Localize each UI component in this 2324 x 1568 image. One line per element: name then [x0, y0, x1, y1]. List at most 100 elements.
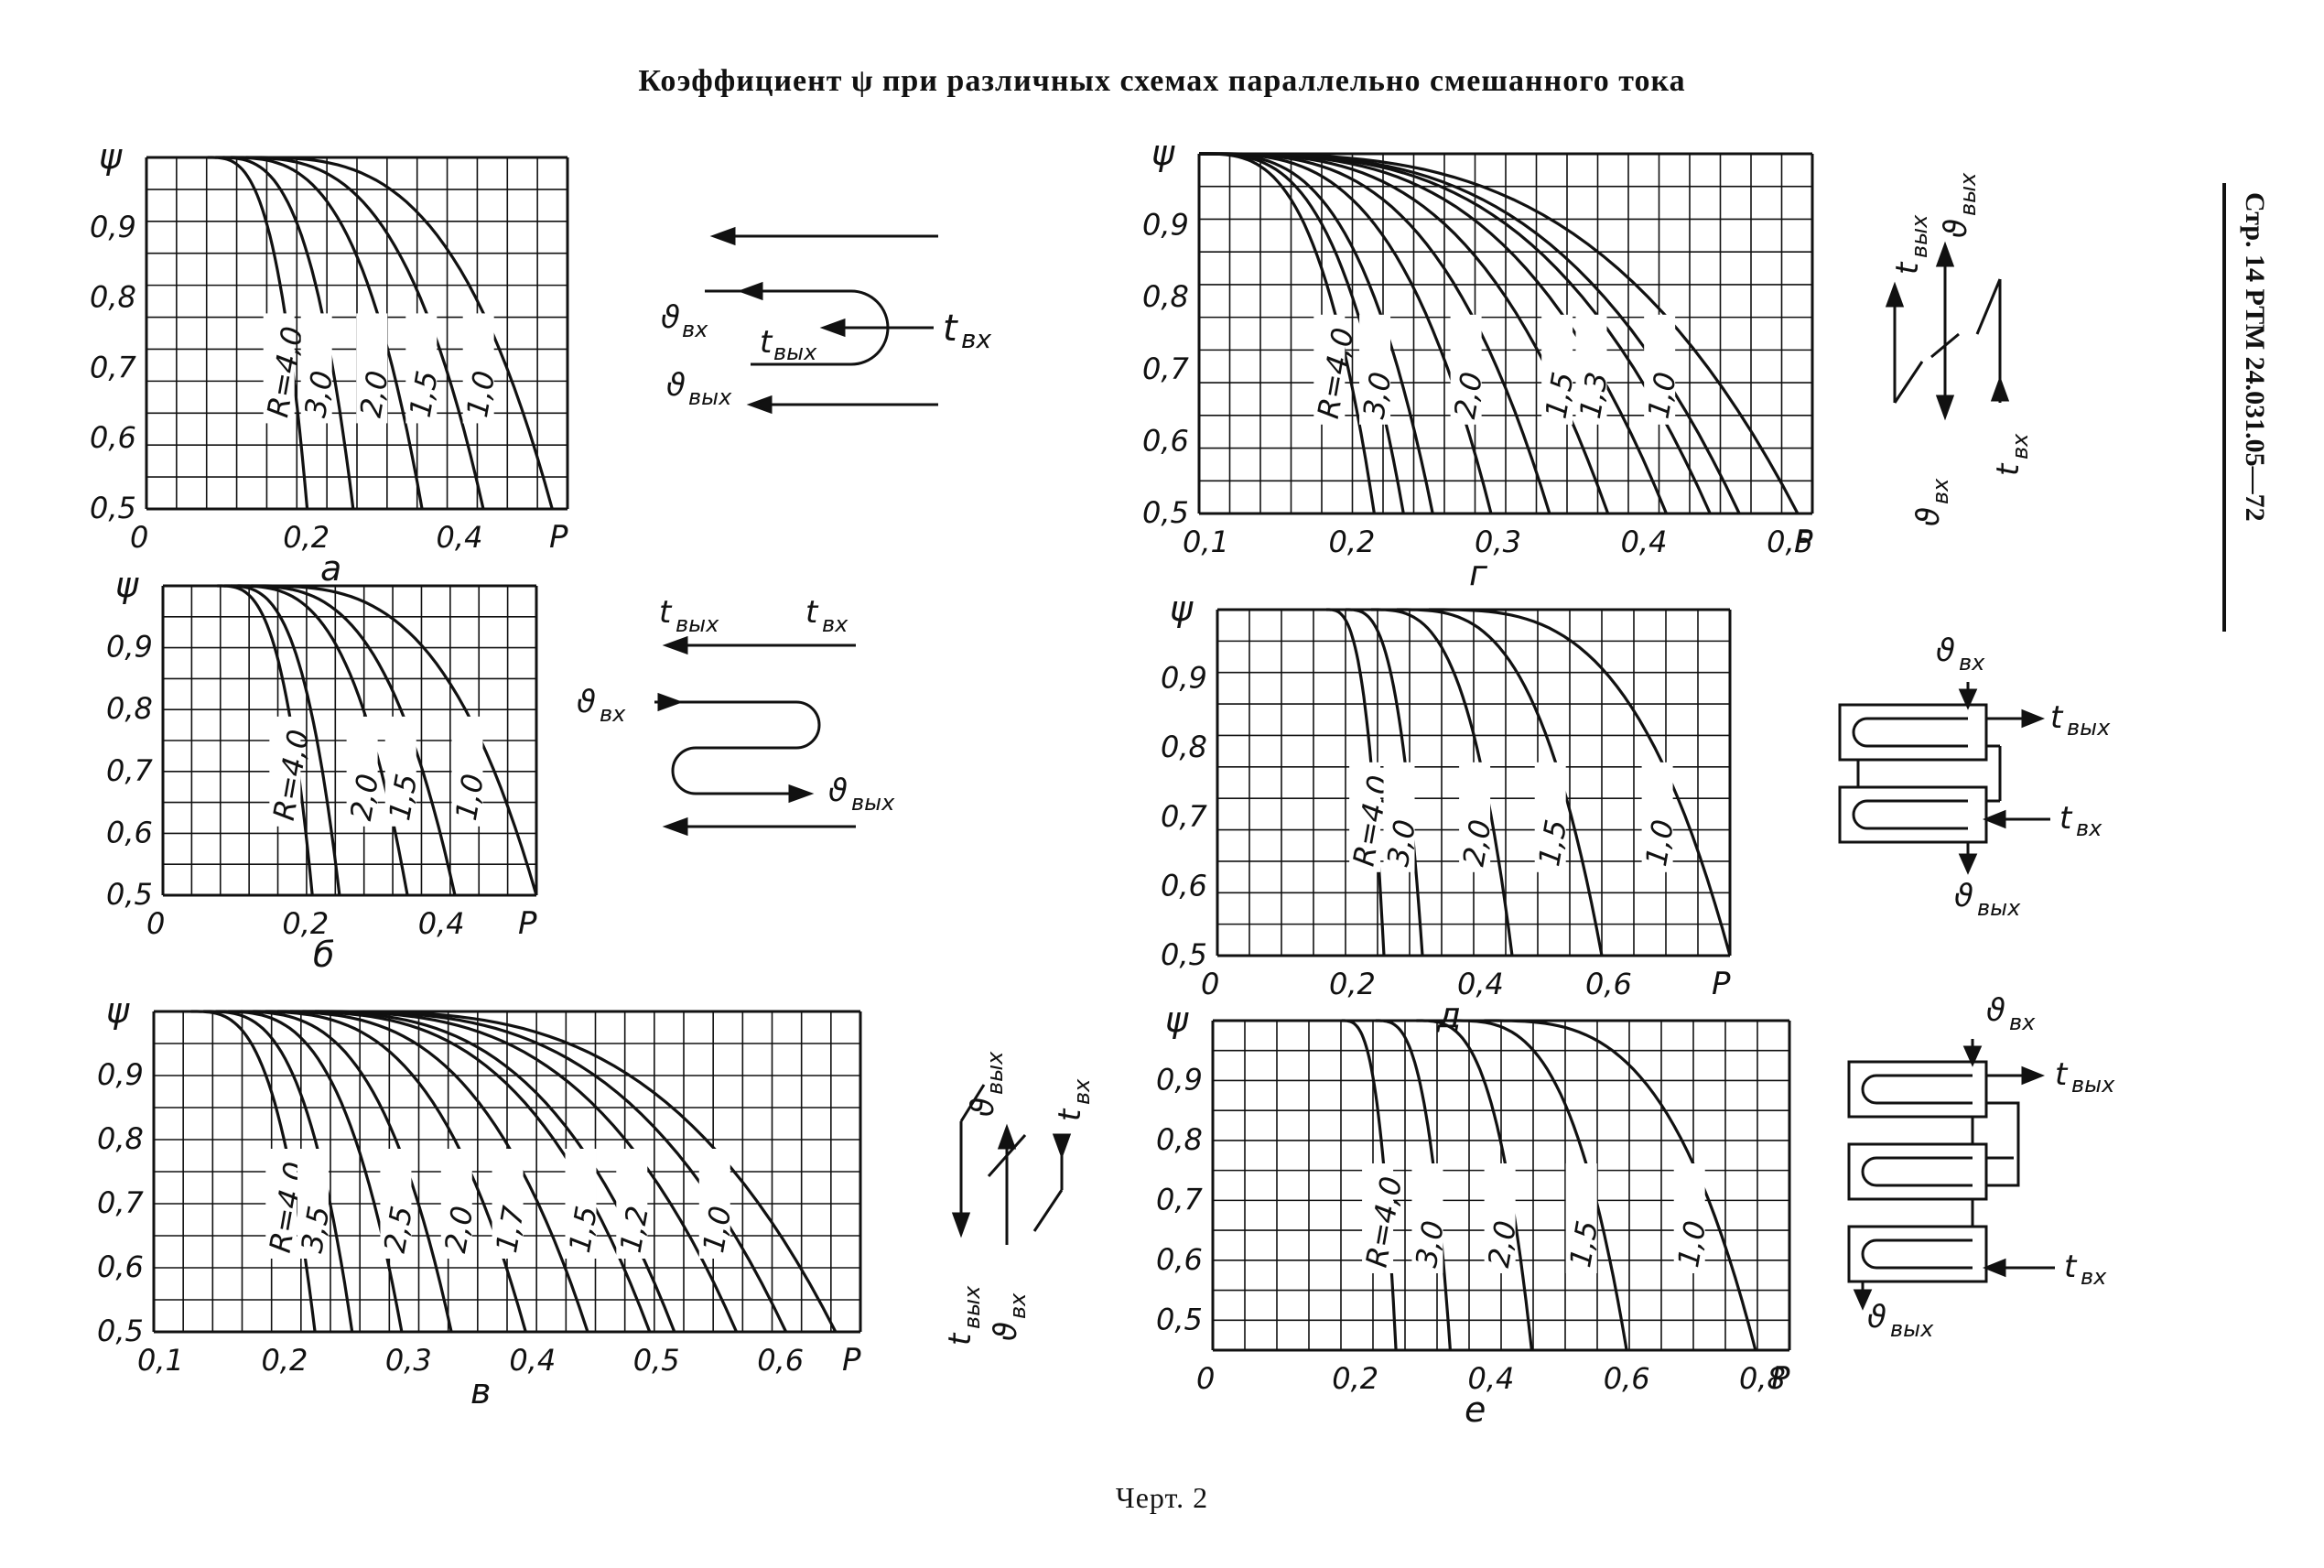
chart-g-series-label: 1,3 — [1573, 369, 1615, 421]
chart-v: 0,1 0,2 0,3 0,4 0,5 0,60,50,60,70,80,9ψPвR=4,… — [97, 990, 862, 1411]
scheme-e-t-in-sub: вх — [2081, 1264, 2107, 1290]
chart-e-xtick: 0,4 — [1467, 1361, 1514, 1396]
chart-d-xtick: 0,2 — [1329, 967, 1376, 1001]
chart-e-xtick: 0,6 — [1604, 1361, 1650, 1396]
scheme-g-th-out-sub: вых — [1955, 172, 1981, 216]
chart-g-xtick: 0,3 — [1475, 524, 1521, 559]
scheme-d-t-in: t — [2059, 800, 2073, 837]
scheme-b-t-out-sub: вых — [676, 611, 719, 637]
chart-d-ylabel: ψ — [1170, 589, 1194, 629]
chart-d-panel-label: д — [1436, 995, 1461, 1035]
chart-v-ytick: 0,9 — [97, 1057, 144, 1092]
scheme-g-th-in: ϑ — [1910, 507, 1947, 526]
scheme-e-box-1 — [1847, 1060, 1988, 1119]
scheme-b-th-in: ϑ — [577, 684, 596, 720]
chart-g-xlabel: P — [1794, 524, 1813, 560]
scheme-a-t-out: t — [760, 324, 773, 361]
scheme-g-t-in: t — [1990, 462, 2027, 476]
scheme-b — [654, 635, 856, 837]
scheme-e-th-in-sub: вх — [2009, 1010, 2036, 1035]
scheme-d-t-out-head — [2021, 708, 2046, 729]
chart-g-series-label: 1,0 — [1641, 369, 1683, 421]
chart-v-ylabel: ψ — [106, 990, 130, 1031]
scheme-d-th-out-head — [1958, 853, 1978, 875]
scheme-g-t-out-sub: вых — [1907, 214, 1932, 258]
scheme-e — [1847, 1039, 2055, 1311]
chart-b-series-label: 1,0 — [449, 771, 491, 823]
page-title: Коэффициент ψ при различных схемах парал… — [638, 64, 1686, 98]
scheme-d-box-2 — [1838, 785, 1988, 844]
chart-e-ytick: 0,6 — [1156, 1242, 1203, 1277]
chart-e-label-bg — [1673, 1163, 1705, 1273]
chart-e-ytick: 0,7 — [1156, 1182, 1204, 1217]
chart-v-label-bg — [616, 1149, 648, 1259]
scheme-a-labels: ϑ вх t вых t вх ϑ вых — [661, 299, 992, 410]
scheme-d-box-1 — [1838, 703, 1988, 762]
chart-e-ylabel: ψ — [1165, 1000, 1189, 1040]
scheme-d-th-in-sub: вх — [1959, 650, 1985, 676]
chart-d-xtick: 0,4 — [1457, 967, 1504, 1001]
scheme-e-coil-1 — [1861, 1074, 1973, 1105]
scheme-v-t-out-head — [951, 1212, 971, 1238]
scheme-d-t-out-sub: вых — [2067, 715, 2111, 741]
chart-d-series-label: 1,5 — [1531, 816, 1573, 869]
chart-g-ytick: 0,8 — [1142, 279, 1189, 314]
scheme-e-th-in-head — [1962, 1045, 1983, 1067]
chart-a-series-label: 1,0 — [459, 368, 502, 420]
chart-d-xtick: 0 — [1201, 967, 1219, 1001]
chart-b-xlabel: P — [518, 905, 537, 942]
chart-a-xtick: 0,2 — [283, 520, 330, 555]
chart-b-panel-label: б — [313, 935, 334, 975]
scheme-a-th-in: ϑ — [661, 299, 680, 336]
scheme-v-t-in-head — [1052, 1133, 1072, 1160]
scheme-e-t-out-head — [2021, 1065, 2046, 1086]
chart-b-ylabel: ψ — [115, 565, 139, 605]
chart-b-xtick: 0,2 — [282, 906, 329, 941]
chart-d-series-label: 2,0 — [1456, 816, 1498, 869]
chart-g-label-bg — [1359, 314, 1391, 425]
chart-v-xtick: 0,2 — [261, 1343, 308, 1378]
scheme-v-th-in: ϑ — [988, 1322, 1024, 1341]
chart-a-series-label: 3,0 — [297, 368, 340, 420]
chart-b-ytick: 0,7 — [106, 753, 154, 788]
scheme-g-th-in-sub: вх — [1928, 478, 1953, 504]
chart-b-ytick: 0,5 — [106, 877, 153, 912]
chart-d-curve — [1429, 608, 1732, 957]
chart-e-ytick: 0,9 — [1156, 1062, 1203, 1097]
chart-v-label-bg — [265, 1149, 297, 1259]
chart-g-xtick: 0,5 — [1767, 524, 1813, 559]
scheme-a-theta-in-head — [737, 281, 763, 301]
chart-d-ytick: 0,7 — [1161, 799, 1208, 834]
chart-e-curve — [1450, 1019, 1628, 1351]
chart-a-ytick: 0,8 — [90, 280, 136, 315]
chart-v-series-label: 1,2 — [613, 1204, 655, 1256]
scheme-v-diag-1 — [959, 1084, 986, 1122]
scheme-d-t-in-head — [1982, 809, 2006, 829]
chart-b-series-label: 2,0 — [343, 771, 385, 823]
scheme-d-th-in: ϑ — [1936, 633, 1955, 669]
scheme-g-t-out-head — [1885, 281, 1905, 308]
scheme-a-theta-out-head — [746, 395, 773, 415]
chart-a-ylabel: ψ — [99, 136, 123, 177]
scheme-e-t-in-head — [1982, 1258, 2006, 1278]
scheme-v-labels: ϑ вых t вх t вых ϑ вх — [942, 1051, 1095, 1346]
scheme-g-diag-1 — [1893, 361, 1924, 404]
chart-d-ytick: 0,9 — [1161, 661, 1207, 696]
scheme-e-labels: ϑ вх t вых t вх ϑ вых — [1867, 992, 2115, 1342]
scheme-v-t-in: t — [1052, 1108, 1088, 1121]
chart-a-label-bg — [405, 313, 438, 424]
chart-a-series-label: 1,5 — [403, 368, 445, 420]
scheme-e-th-in: ϑ — [1986, 992, 2005, 1029]
scheme-e-coil-3 — [1861, 1238, 1973, 1270]
scheme-e-box-2 — [1847, 1142, 1988, 1201]
chart-b-xtick: 0,4 — [418, 906, 465, 941]
chart-v-xtick: 0,4 — [509, 1343, 556, 1378]
scheme-g-labels: t вых ϑ вых ϑ вх t вх — [1889, 172, 2033, 526]
chart-v-label-bg — [380, 1149, 412, 1259]
scheme-e-th-out-sub: вых — [1890, 1316, 1934, 1342]
scheme-e-t-in: t — [2064, 1249, 2078, 1285]
scheme-b-theta-in-head — [657, 692, 684, 712]
scheme-d-t-out: t — [2050, 699, 2064, 736]
